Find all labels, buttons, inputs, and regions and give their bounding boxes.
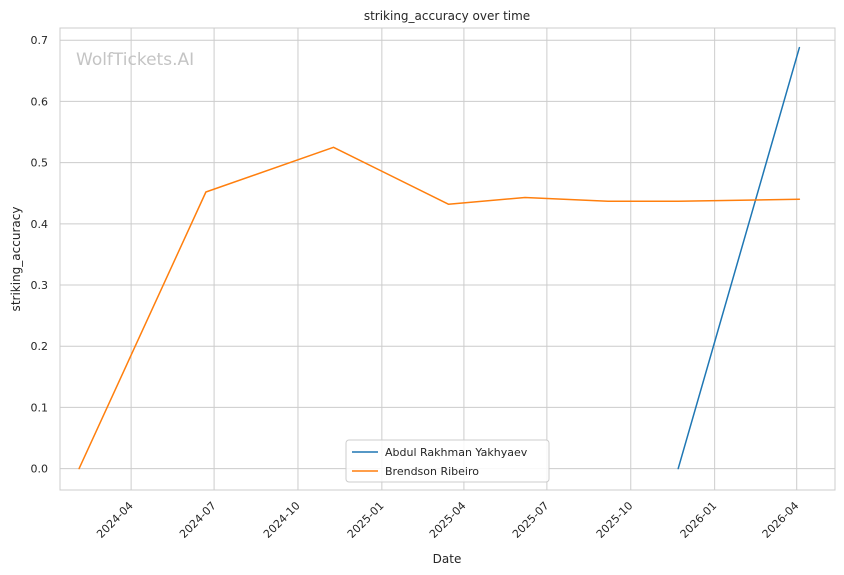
y-tick-label: 0.5 <box>31 157 49 170</box>
x-tick-label: 2025-10 <box>594 499 636 541</box>
y-tick-label: 0.4 <box>31 218 49 231</box>
plot-frame <box>59 27 836 491</box>
x-tick-label: 2024-10 <box>261 499 303 541</box>
x-axis-label: Date <box>433 552 462 566</box>
y-axis-label: striking_accuracy <box>9 207 23 312</box>
y-tick-label: 0.2 <box>31 340 49 353</box>
legend-box <box>345 439 550 483</box>
y-tick-label: 0.6 <box>31 95 49 108</box>
watermark: WolfTickets.AI <box>76 50 194 70</box>
chart-title: striking_accuracy over time <box>364 9 530 23</box>
x-tick-label: 2026-04 <box>760 499 802 541</box>
x-tick-label: 2025-04 <box>427 499 469 541</box>
x-axis-ticks: 2024-04 2024-07 2024-10 2025-01 2025-04 2025-… <box>94 499 801 541</box>
y-tick-label: 0.1 <box>31 401 49 414</box>
x-tick-label: 2026-01 <box>678 499 720 541</box>
y-axis-ticks: 0.0 0.1 0.2 0.3 0.4 0.5 0.6 0.7 <box>31 34 49 475</box>
x-tick-label: 2025-07 <box>510 499 552 541</box>
series-layer <box>78 46 801 470</box>
grid <box>60 28 835 490</box>
x-tick-label: 2024-04 <box>94 499 136 541</box>
series-line-abdul-rakhman-yakhyaev <box>677 46 801 470</box>
plot-background <box>60 28 835 490</box>
x-tick-label: 2025-01 <box>345 499 387 541</box>
y-tick-label: 0.3 <box>31 279 49 292</box>
legend: Abdul Rakhman Yakhyaev Brendson Ribeiro <box>345 439 550 483</box>
y-tick-label: 0.7 <box>31 34 49 47</box>
x-tick-label: 2024-07 <box>177 499 219 541</box>
legend-entry-abdul-rakhman-yakhyaev: Abdul Rakhman Yakhyaev <box>385 446 528 459</box>
legend-entry-brendson-ribeiro: Brendson Ribeiro <box>385 465 479 478</box>
y-tick-label: 0.0 <box>31 463 49 476</box>
series-line-brendson-ribeiro <box>78 146 801 470</box>
